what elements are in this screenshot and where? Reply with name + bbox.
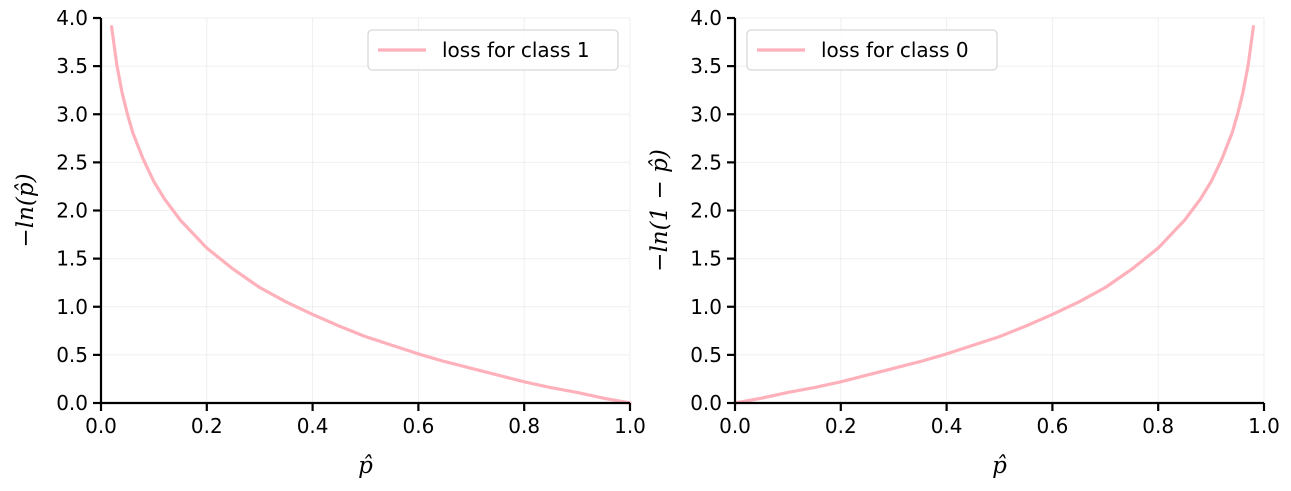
y-tick-label: 0.0	[56, 391, 88, 415]
y-tick-label: 4.0	[56, 6, 88, 30]
y-tick-label: 0.0	[690, 391, 722, 415]
y-tick-label: 3.5	[56, 54, 88, 78]
y-tick-label: 3.5	[690, 54, 722, 78]
y-tick-label: 3.0	[690, 102, 722, 126]
x-tick-label: 0.2	[191, 414, 223, 438]
y-axis-label: −ln(1 − p̂)	[647, 149, 673, 272]
chart-2: 0.0 0.2 0.4 0.6 0.8 1.0 0.0 0.5 1.0 1.5 2.0 2.5 3.0 3…	[647, 6, 1280, 479]
legend: loss for class 0	[746, 29, 998, 71]
x-tick-label: 1.0	[1248, 414, 1280, 438]
y-tick-label: 2.5	[56, 150, 88, 174]
x-tick-label: 0.8	[1142, 414, 1174, 438]
y-tick-label: 2.5	[690, 150, 722, 174]
series-line-1	[109, 25, 632, 405]
x-tick-label: 0.6	[402, 414, 434, 438]
x-axis-label: p̂	[992, 453, 1007, 479]
y-tick-label: 1.5	[56, 247, 88, 271]
y-tick-label: 2.0	[690, 199, 722, 223]
legend-frame	[367, 29, 619, 71]
legend-label: loss for class 0	[821, 38, 969, 62]
x-tick-label: 0.8	[508, 414, 540, 438]
x-tick-label: 0.4	[931, 414, 963, 438]
y-tick-label: 0.5	[690, 343, 722, 367]
series-line-1	[733, 25, 1256, 405]
legend-label: loss for class 1	[442, 38, 590, 62]
y-tick-label: 4.0	[690, 6, 722, 30]
legend: loss for class 1	[367, 29, 619, 71]
x-tick-label: 1.0	[614, 414, 646, 438]
y-tick-label: 1.5	[690, 247, 722, 271]
x-tick-label: 0.0	[85, 414, 117, 438]
x-axis-label: p̂	[358, 453, 373, 479]
y-tick-label: 3.0	[56, 102, 88, 126]
x-tick-label: 0.4	[297, 414, 329, 438]
chart-1: 0.0 0.2 0.4 0.6 0.8 1.0 0.0 0.5 1.0 1.5 2.0 2.5 3.0 3…	[13, 6, 646, 479]
y-tick-label: 1.0	[56, 295, 88, 319]
y-axis-label: −ln(p̂)	[13, 173, 39, 247]
y-tick-label: 2.0	[56, 199, 88, 223]
x-tick-label: 0.0	[719, 414, 751, 438]
legend-frame	[746, 29, 998, 71]
y-tick-label: 1.0	[690, 295, 722, 319]
x-tick-label: 0.6	[1036, 414, 1068, 438]
y-tick-label: 0.5	[56, 343, 88, 367]
x-tick-label: 0.2	[825, 414, 857, 438]
